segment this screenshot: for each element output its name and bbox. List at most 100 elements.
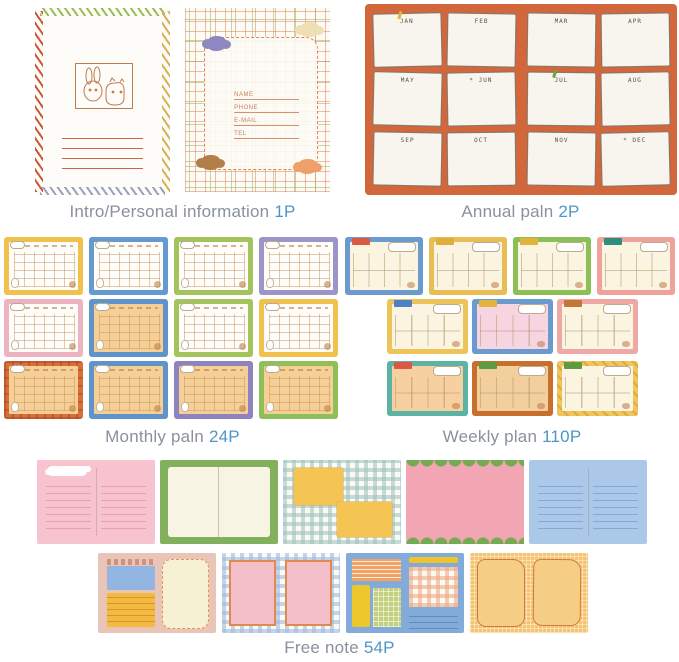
weekly-page-thumb — [556, 299, 638, 354]
tab-marker — [393, 300, 412, 307]
intro-cover-page — [35, 8, 170, 195]
monthly-page-thumb — [174, 237, 253, 295]
flower-blob-icon — [202, 36, 231, 51]
cloud-icon — [95, 303, 110, 311]
tab-marker — [604, 238, 622, 245]
page-inner — [9, 365, 78, 414]
cloud-icon — [265, 365, 280, 373]
page-header-line — [101, 307, 158, 309]
caption-page-count: 2P — [558, 202, 580, 221]
tab-marker — [563, 300, 582, 307]
freenote-page-thumb — [406, 460, 524, 544]
cloud-icon — [47, 466, 87, 476]
cloud-icon — [95, 365, 110, 373]
week-grid — [437, 253, 499, 287]
note-columns — [538, 480, 638, 535]
sticky-note — [293, 467, 344, 505]
annual-month-note: FEB — [446, 12, 516, 68]
page-inner — [476, 304, 548, 349]
caption-page-count: 24P — [208, 427, 240, 446]
calendar-grid — [99, 252, 160, 287]
tab-marker — [563, 362, 582, 369]
dashed-info-frame: NAME PHONE E-MAIL TEL — [203, 37, 319, 170]
weekly-row-3 — [345, 361, 679, 416]
note-page-outline — [532, 559, 582, 627]
annual-month-note: JUL — [526, 69, 596, 128]
page-header-line — [101, 245, 158, 247]
wave-band — [406, 460, 524, 469]
annual-right-page: MAR APR JUL AUG NOV * DEC — [526, 12, 670, 187]
page-inner — [602, 242, 670, 290]
info-field-label: PHONE — [234, 104, 300, 113]
lined-column — [593, 480, 638, 535]
page-header-line — [16, 369, 73, 371]
monthly-page-thumb — [259, 361, 338, 419]
tab-marker — [352, 238, 370, 245]
monthly-page-thumb — [4, 299, 83, 357]
page-header-line — [16, 245, 73, 247]
page-inner — [434, 242, 502, 290]
weekly-page-thumb — [513, 237, 591, 295]
caption-text: Free note — [284, 638, 359, 657]
weekly-page-thumb — [597, 237, 675, 295]
weekly-page-thumb — [345, 237, 423, 295]
monthly-page-thumb — [89, 237, 168, 295]
annual-month-label: JAN — [399, 17, 414, 26]
photo-frame — [284, 560, 332, 626]
wave-band — [406, 535, 524, 544]
weekly-caption: Weekly plan 110P — [345, 427, 679, 447]
annual-month-note: MAR — [526, 12, 596, 68]
freenote-caption: Free note 54P — [0, 638, 679, 658]
annual-month-note: * JUN — [446, 71, 516, 128]
page-inner — [518, 242, 586, 290]
page-inner — [179, 241, 248, 290]
caption-text: Annual paln — [461, 202, 554, 221]
caption-page-count: 1P — [274, 202, 296, 221]
lined-column — [46, 480, 91, 535]
calendar-grid — [184, 314, 245, 349]
stitched-panel — [161, 558, 209, 629]
page-header-line — [186, 245, 243, 247]
week-grid — [353, 253, 415, 287]
page-inner — [179, 303, 248, 352]
annual-month-note: OCT — [446, 131, 516, 187]
caption-page-count: 110P — [542, 427, 582, 446]
cloud-icon — [180, 303, 195, 311]
caption-page-count: 54P — [363, 638, 395, 657]
weekly-page-thumb — [471, 299, 553, 354]
weekly-page-thumb — [386, 299, 468, 354]
monthly-page-thumb — [4, 237, 83, 295]
calendar-grid — [14, 252, 75, 287]
page-inner — [179, 365, 248, 414]
page-inner — [391, 366, 463, 411]
cloud-icon — [180, 241, 195, 249]
cloud-icon — [388, 242, 416, 252]
page-inner — [9, 303, 78, 352]
calendar-grid — [14, 314, 75, 349]
monthly-page-thumb — [259, 237, 338, 295]
info-field-label: TEL — [234, 130, 300, 139]
cloud-icon — [556, 242, 584, 252]
freenote-page-thumb — [160, 460, 278, 544]
weekly-row-1 — [345, 237, 675, 295]
monthly-pages-grid — [4, 237, 338, 419]
lined-column — [101, 480, 146, 535]
note-columns — [46, 480, 146, 535]
cloud-icon — [472, 242, 500, 252]
hatch-border-left — [35, 11, 43, 192]
week-grid — [521, 253, 583, 287]
tab-marker — [478, 300, 497, 307]
annual-month-note: AUG — [599, 71, 670, 128]
annual-month-label: * JUN — [468, 77, 493, 85]
freenote-page-thumb — [529, 460, 647, 544]
monthly-page-thumb — [89, 361, 168, 419]
sticky-note — [337, 502, 392, 538]
monthly-page-thumb — [89, 299, 168, 357]
note-page-outline — [477, 559, 526, 627]
freenote-page-thumb — [98, 553, 216, 633]
cloud-icon — [517, 366, 546, 376]
page-inner — [9, 241, 78, 290]
freenote-page-thumb — [283, 460, 401, 544]
hatch-border-top — [40, 8, 165, 16]
